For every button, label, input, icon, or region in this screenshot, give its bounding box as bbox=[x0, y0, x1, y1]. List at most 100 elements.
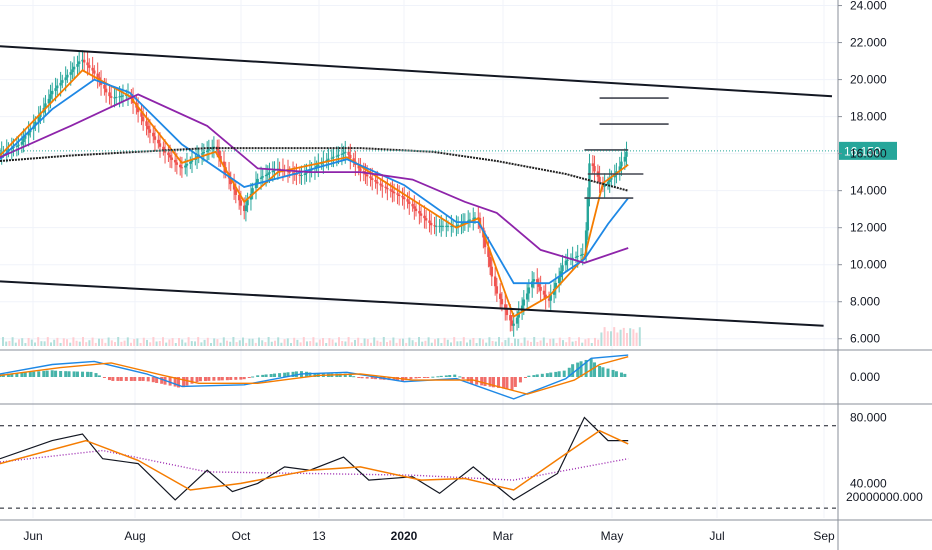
volume-bar bbox=[379, 341, 382, 346]
volume-bar bbox=[78, 341, 81, 346]
candle-body bbox=[539, 286, 542, 291]
candle-body bbox=[359, 168, 362, 172]
macd-histogram-bar bbox=[562, 370, 566, 377]
candle-body bbox=[180, 167, 184, 169]
volume-bar bbox=[533, 337, 536, 346]
macd-histogram-bar bbox=[409, 377, 413, 379]
candle-body bbox=[423, 215, 426, 219]
candle-body bbox=[268, 172, 271, 174]
volume-bar bbox=[418, 337, 420, 346]
volume-bar bbox=[382, 337, 385, 346]
candle-body bbox=[424, 218, 428, 221]
volume-bar bbox=[299, 342, 302, 346]
price-axis-label: 22.000 bbox=[850, 36, 887, 50]
moving-average-line bbox=[0, 147, 629, 192]
volume-bar bbox=[440, 342, 443, 346]
macd-histogram-bar bbox=[589, 358, 593, 377]
price-axis-label: 10.000 bbox=[850, 258, 887, 272]
volume-bar bbox=[331, 339, 334, 346]
volume-bar bbox=[366, 339, 369, 346]
volume-bars bbox=[2, 327, 641, 346]
volume-bar bbox=[219, 342, 222, 346]
candle-body bbox=[392, 192, 396, 194]
volume-bar bbox=[453, 337, 456, 346]
macd-histogram-bar bbox=[448, 375, 452, 377]
macd-histogram-bar bbox=[269, 374, 273, 377]
candle-body bbox=[108, 92, 111, 97]
macd-histogram-bar bbox=[177, 377, 181, 388]
candle-body bbox=[467, 220, 470, 222]
candle-body bbox=[330, 157, 333, 159]
volume-bar bbox=[376, 340, 379, 346]
macd-histogram-bar bbox=[535, 374, 539, 377]
candle-body bbox=[72, 66, 76, 70]
candle-body bbox=[613, 174, 616, 178]
volume-bar bbox=[178, 338, 180, 346]
candle-body bbox=[315, 165, 318, 168]
volume-bar bbox=[542, 337, 545, 346]
volume-bar bbox=[578, 337, 580, 346]
volume-bar bbox=[517, 338, 520, 346]
macd-histogram-bar bbox=[461, 377, 465, 379]
candle-body bbox=[320, 162, 323, 165]
candle-body bbox=[222, 161, 226, 168]
volume-bar bbox=[139, 342, 142, 346]
volume-bar bbox=[91, 337, 94, 346]
macd-histogram-bar bbox=[365, 377, 369, 379]
volume-bar bbox=[594, 337, 596, 346]
volume-bar bbox=[632, 329, 635, 346]
macd-histogram-bar bbox=[72, 371, 76, 377]
candle-body bbox=[625, 152, 628, 157]
candle-body bbox=[291, 172, 295, 174]
candle-body bbox=[542, 290, 546, 295]
volume-bar bbox=[411, 340, 414, 346]
volume-bar bbox=[590, 342, 593, 346]
candle-body bbox=[15, 145, 19, 147]
last-price-label: 16.150 bbox=[844, 144, 881, 158]
volume-bar bbox=[350, 342, 353, 346]
volume-bar bbox=[200, 342, 203, 346]
volume-bar bbox=[485, 342, 488, 346]
candle-body bbox=[544, 294, 547, 299]
candle-body bbox=[17, 144, 20, 146]
candle-body bbox=[344, 151, 347, 153]
candle-body bbox=[71, 69, 74, 73]
time-axis-label: Aug bbox=[124, 529, 145, 543]
volume-bar bbox=[101, 338, 104, 346]
candle-body bbox=[337, 154, 340, 156]
macd-histogram-bar bbox=[160, 377, 164, 384]
volume-bar bbox=[437, 338, 440, 346]
macd-histogram-bar bbox=[124, 377, 128, 381]
last-price-tag bbox=[839, 141, 897, 160]
volume-bar bbox=[14, 342, 17, 346]
candle-body bbox=[450, 225, 453, 227]
candle-body bbox=[598, 176, 601, 183]
candle-body bbox=[455, 225, 458, 227]
macd-histogram-bar bbox=[619, 372, 623, 377]
macd-histogram-bar bbox=[15, 373, 19, 377]
macd-histogram-bar bbox=[606, 368, 610, 377]
candle-body bbox=[525, 293, 529, 300]
candle-body bbox=[384, 186, 387, 188]
volume-bar bbox=[414, 342, 417, 346]
candle-body bbox=[190, 159, 194, 162]
candle-body bbox=[374, 179, 377, 182]
macd-histogram-bar bbox=[567, 367, 571, 377]
macd-histogram-bar bbox=[141, 377, 145, 381]
candle-body bbox=[96, 73, 99, 78]
volume-bar bbox=[245, 342, 248, 346]
oscillator-axis-label: 40.000 bbox=[850, 476, 887, 490]
macd-histogram-bar bbox=[129, 377, 133, 381]
candle-body bbox=[56, 85, 59, 89]
volume-bar bbox=[238, 340, 241, 346]
candle-body bbox=[527, 287, 531, 294]
volume-bar bbox=[510, 342, 513, 346]
candle-body bbox=[365, 174, 369, 177]
candle-body bbox=[581, 253, 584, 255]
candle-body bbox=[500, 298, 504, 305]
volume-bar bbox=[18, 339, 20, 346]
volume-bar bbox=[610, 331, 612, 346]
macd-histogram-bar bbox=[6, 373, 10, 377]
macd-histogram-bar bbox=[532, 375, 536, 377]
